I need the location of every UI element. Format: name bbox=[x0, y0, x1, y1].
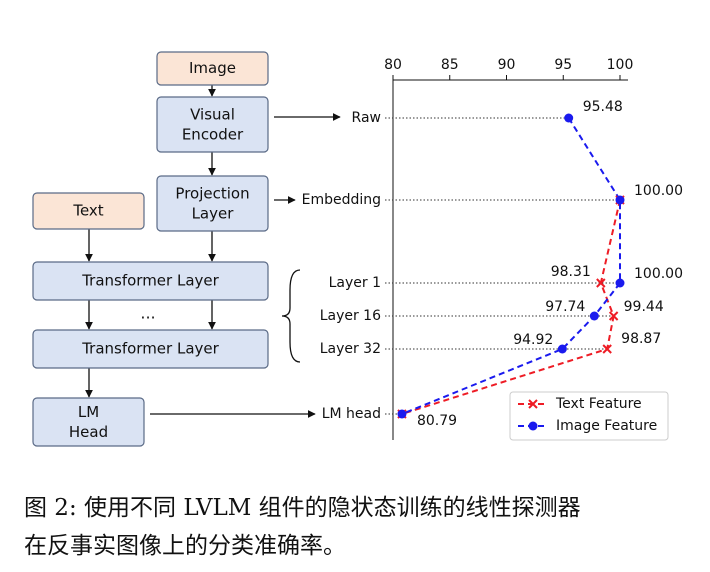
category-label: Layer 32 bbox=[320, 341, 381, 357]
data-label: 97.74 bbox=[545, 299, 585, 315]
legend-marker bbox=[528, 421, 538, 431]
data-label: 80.79 bbox=[417, 413, 457, 429]
x-tick-label: 100 bbox=[607, 57, 634, 73]
node-box bbox=[32, 261, 269, 301]
node-label: Visual Encoder bbox=[182, 105, 244, 143]
marker bbox=[615, 195, 625, 205]
marker bbox=[397, 409, 407, 419]
data-label: 95.48 bbox=[583, 99, 623, 115]
category-label: Layer 16 bbox=[320, 308, 381, 324]
category-label: Layer 1 bbox=[329, 275, 381, 291]
marker bbox=[602, 344, 612, 354]
marker bbox=[564, 113, 574, 123]
caption-line: 图 2: 使用不同 LVLM 组件的隐状态训练的线性探测器 bbox=[24, 495, 581, 521]
marker bbox=[615, 278, 625, 288]
node-box bbox=[32, 329, 269, 369]
x-tick-label: 90 bbox=[498, 57, 516, 73]
category-label: Raw bbox=[352, 110, 381, 126]
data-label: 100.00 bbox=[634, 266, 683, 282]
marker bbox=[589, 311, 599, 321]
node-label: Projection Layer bbox=[175, 184, 249, 222]
caption-line: 在反事实图像上的分类准确率。 bbox=[24, 533, 346, 559]
legend-box bbox=[509, 391, 669, 441]
marker bbox=[608, 311, 619, 321]
category-label: LM head bbox=[322, 406, 381, 422]
node-box bbox=[32, 397, 145, 447]
data-label: 99.44 bbox=[624, 299, 664, 315]
ellipsis: ... bbox=[140, 304, 155, 323]
node-label: Text bbox=[72, 202, 103, 220]
category-label: Embedding bbox=[302, 192, 381, 208]
node-label: Transformer Layer bbox=[81, 340, 219, 358]
series-line bbox=[401, 199, 621, 415]
marker bbox=[557, 344, 567, 354]
figure-graphic: Image Visual Encoder Projection Layer Text Tra… bbox=[32, 51, 683, 447]
x-tick-label: 85 bbox=[441, 57, 459, 73]
legend-label: Text Feature bbox=[555, 396, 642, 412]
node-box bbox=[156, 175, 269, 232]
data-label: 94.92 bbox=[513, 332, 553, 348]
series-line bbox=[401, 117, 621, 415]
node-box bbox=[156, 51, 269, 86]
node-label: Transformer Layer bbox=[81, 272, 219, 290]
arrows bbox=[85, 85, 341, 418]
node-label: Image bbox=[189, 59, 236, 77]
node-label: LM Head bbox=[69, 403, 108, 441]
x-tick-label: 95 bbox=[554, 57, 572, 73]
legend-marker bbox=[528, 399, 538, 409]
data-label: 100.00 bbox=[634, 183, 683, 199]
legend-label: Image Feature bbox=[556, 418, 657, 434]
x-tick-label: 80 bbox=[384, 57, 402, 73]
node-box bbox=[156, 96, 269, 153]
data-label: 98.87 bbox=[621, 331, 661, 347]
node-box bbox=[32, 192, 145, 230]
data-label: 98.31 bbox=[551, 264, 591, 280]
marker bbox=[596, 278, 606, 288]
